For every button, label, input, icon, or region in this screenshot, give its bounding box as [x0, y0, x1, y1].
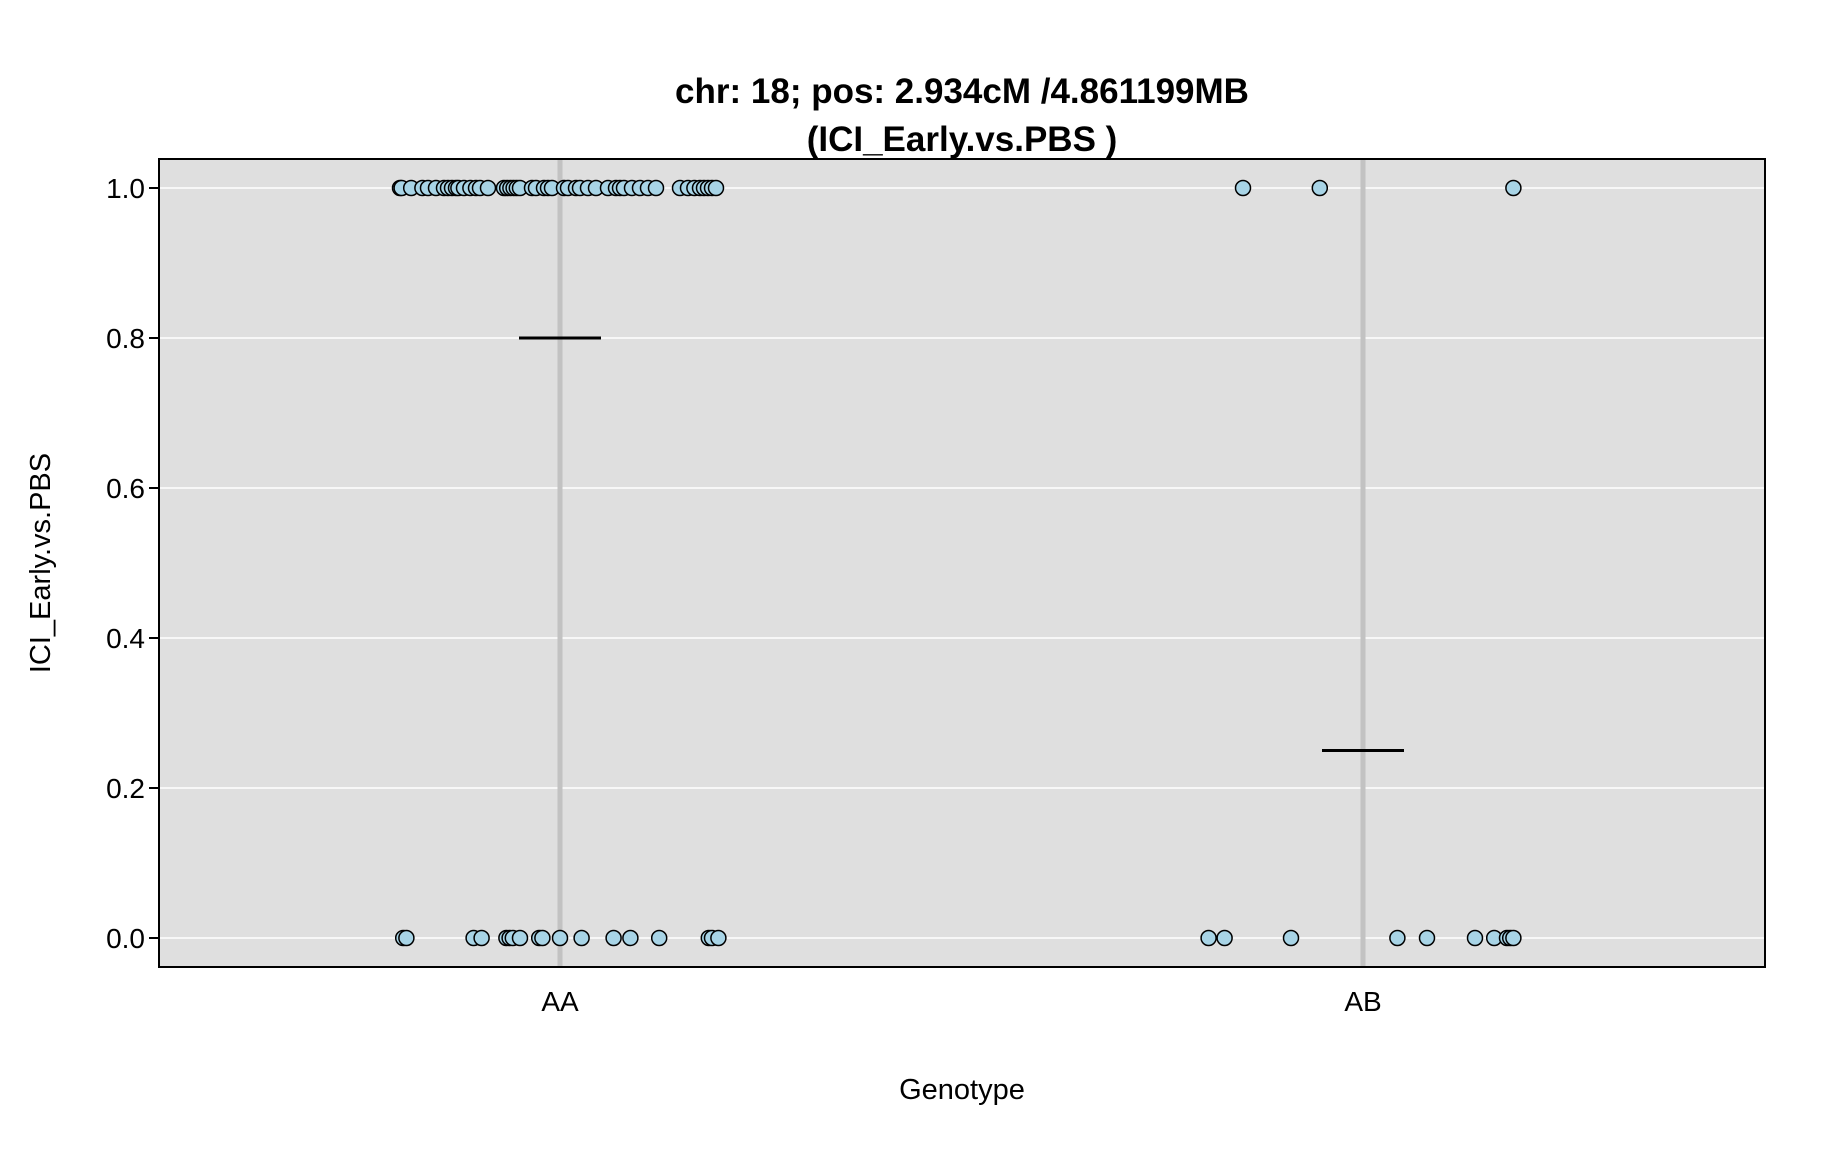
- data-point: [473, 929, 490, 947]
- data-point: [650, 929, 668, 947]
- y-axis-title: ICI_Early.vs.PBS: [25, 453, 57, 673]
- data-point: [710, 929, 727, 947]
- y-tick-label: 0.4: [106, 623, 145, 654]
- data-point: [511, 929, 529, 947]
- data-point: [1216, 929, 1233, 947]
- data-point: [605, 929, 622, 947]
- data-point: [1200, 929, 1217, 947]
- data-point: [622, 929, 639, 947]
- x-tick-label: AA: [541, 986, 579, 1017]
- plot-background: [159, 159, 1765, 967]
- data-point: [1389, 929, 1406, 947]
- data-point: [1234, 179, 1252, 197]
- category-lines: [557, 159, 1366, 967]
- y-tick-label: 0.8: [106, 323, 145, 354]
- x-tick-label: AB: [1344, 986, 1381, 1017]
- data-point: [647, 179, 665, 197]
- data-point: [398, 929, 415, 947]
- y-tick-label: 0.2: [106, 773, 145, 804]
- chart-title-line2: (ICI_Early.vs.PBS ): [807, 120, 1118, 159]
- data-point: [534, 929, 551, 947]
- data-point: [1505, 929, 1522, 947]
- data-point: [707, 179, 725, 197]
- data-point: [1418, 929, 1436, 947]
- data-point: [551, 929, 569, 947]
- plot-border: [158, 158, 1766, 968]
- data-point: [573, 929, 590, 947]
- mean-lines: [519, 336, 1404, 752]
- data-point: [1466, 929, 1484, 947]
- y-tick-label: 1.0: [106, 173, 145, 204]
- x-axis: AA AB: [541, 986, 1381, 1017]
- y-axis: 0.0 0.2 0.4 0.6 0.8 1.0: [106, 173, 159, 954]
- data-point: [479, 179, 497, 197]
- x-axis-title: Genotype: [899, 1074, 1025, 1106]
- data-point: [1311, 179, 1329, 197]
- y-tick-label: 0.6: [106, 473, 145, 504]
- chart-title-line1: chr: 18; pos: 2.934cM /4.861199MB: [675, 72, 1249, 111]
- data-points: [391, 179, 1522, 947]
- data-point: [1505, 179, 1522, 197]
- data-point: [1282, 929, 1300, 947]
- y-tick-label: 0.0: [106, 923, 145, 954]
